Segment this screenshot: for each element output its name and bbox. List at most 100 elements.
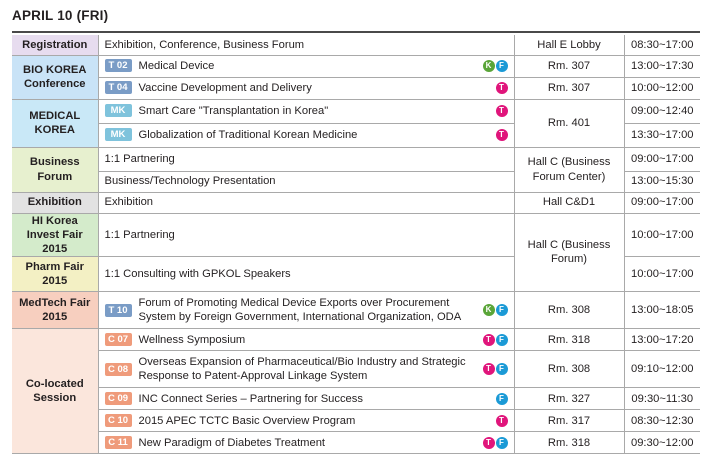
hall-cell: Rm. 317 (513, 409, 625, 433)
time-cell: 09:00~12:40 (623, 98, 700, 124)
time-cell: 08:30~12:30 (623, 409, 700, 433)
schedule-table: Registration Exhibition, Conference, Bus… (12, 35, 700, 455)
time-cell: 13:00~18:05 (623, 291, 700, 330)
session-tag: MK (104, 104, 132, 118)
session-title: Smart Care "Transplantation in Korea" (138, 104, 329, 117)
table-row: Exhibition Exhibition Hall C&D1 09:00~17… (12, 191, 700, 214)
title-rule (12, 31, 700, 33)
hall-cell: Rm. 401 (513, 98, 625, 148)
table-row: T 04 Vaccine Development and Delivery T … (12, 76, 700, 100)
t-badge-icon: T (495, 128, 508, 141)
table-row: Co-located Session C 07 Wellness Symposi… (12, 328, 700, 455)
f-badge-icon: F (495, 304, 508, 317)
time-cell: 08:30~17:00 (623, 35, 700, 56)
hall-cell: Hall C (Business Forum) (513, 212, 625, 293)
time-cell: 13:00~15:30 (623, 170, 700, 193)
hall-cell: Rm. 308 (513, 350, 625, 389)
session-tag: MK (104, 128, 132, 142)
program-cell: C 07 Wellness Symposium T F (97, 328, 515, 352)
table-row: C 08 Overseas Expansion of Pharmaceutica… (12, 350, 700, 389)
category-registration: Registration (12, 35, 99, 56)
session-title: Medical Device (138, 59, 215, 72)
time-cell: 13:00~17:20 (623, 328, 700, 352)
f-badge-icon: F (495, 436, 508, 449)
t-badge-icon: T (482, 333, 495, 346)
program-cell: T 04 Vaccine Development and Delivery T (98, 76, 515, 100)
program-cell: T 10 Forum of Promoting Medical Device E… (97, 291, 515, 330)
hall-cell: Rm. 318 (513, 431, 625, 455)
program-cell: C 09 INC Connect Series – Partnering for… (98, 387, 515, 411)
session-tag: C 11 (104, 436, 132, 450)
program-cell: 1:1 Partnering (97, 146, 515, 172)
session-title: Vaccine Development and Delivery (138, 81, 312, 94)
table-row: BIO KOREA Conference T 02 Medical Device… (12, 54, 700, 100)
t-badge-icon: T (495, 104, 508, 117)
table-row: MedTech Fair 2015 T 10 Forum of Promotin… (12, 291, 700, 330)
hall-cell: Rm. 327 (513, 387, 625, 411)
program-cell: C 10 2015 APEC TCTC Basic Overview Progr… (98, 409, 515, 433)
program-cell: MK Smart Care "Transplantation in Korea"… (97, 98, 515, 124)
table-row: C 09 INC Connect Series – Partnering for… (12, 387, 700, 411)
f-badge-icon: F (495, 392, 508, 405)
category-medtech: MedTech Fair 2015 (12, 291, 99, 330)
program-cell: C 08 Overseas Expansion of Pharmaceutica… (98, 350, 515, 389)
k-badge-icon: K (482, 59, 495, 72)
program-cell: Business/Technology Presentation (98, 170, 515, 193)
hall-cell: Hall C&D1 (513, 191, 625, 214)
table-row: MEDICAL KOREA MK Smart Care "Transplanta… (12, 98, 700, 148)
session-title: Forum of Promoting Medical Device Export… (138, 297, 462, 324)
session-title: 2015 APEC TCTC Basic Overview Program (138, 414, 356, 427)
hall-cell: Rm. 307 (513, 54, 625, 78)
program-cell: MK Globalization of Traditional Korean M… (98, 122, 515, 148)
table-row: Registration Exhibition, Conference, Bus… (12, 35, 700, 56)
session-tag: C 10 (104, 414, 132, 428)
category-hi-korea: HI Korea Invest Fair 2015 (12, 212, 99, 258)
time-cell: 09:00~17:00 (623, 146, 700, 172)
session-tag: T 04 (104, 81, 132, 95)
f-badge-icon: F (495, 59, 508, 72)
session-tag: C 08 (104, 362, 132, 376)
program-cell: 1:1 Consulting with GPKOL Speakers (97, 256, 515, 293)
time-cell: 10:00~17:00 (623, 256, 700, 293)
session-title: INC Connect Series – Partnering for Succ… (138, 392, 363, 405)
time-cell: 10:00~17:00 (623, 212, 700, 258)
time-cell: 10:00~12:00 (623, 76, 700, 100)
session-tag: C 07 (104, 333, 132, 347)
category-colocated: Co-located Session (12, 328, 99, 455)
table-row: Pharm Fair 2015 1:1 Consulting with GPKO… (12, 256, 700, 293)
t-badge-icon: T (495, 81, 508, 94)
session-tag: T 10 (104, 303, 132, 317)
time-cell: 09:00~17:00 (623, 191, 700, 214)
program-cell: Exhibition, Conference, Business Forum (97, 35, 515, 56)
session-title: Wellness Symposium (138, 333, 246, 346)
category-business-forum: Business Forum (12, 146, 99, 193)
t-badge-icon: T (482, 436, 495, 449)
time-cell: 13:00~17:30 (623, 54, 700, 78)
category-exhibition: Exhibition (12, 191, 99, 214)
session-title: Overseas Expansion of Pharmaceutical/Bio… (138, 356, 466, 383)
t-badge-icon: T (495, 414, 508, 427)
f-badge-icon: F (495, 333, 508, 346)
time-cell: 09:10~12:00 (623, 350, 700, 389)
program-cell: T 02 Medical Device K F (97, 54, 515, 78)
session-title: Globalization of Traditional Korean Medi… (138, 128, 358, 141)
session-tag: C 09 (104, 392, 132, 406)
time-cell: 09:30~12:00 (623, 431, 700, 455)
hall-cell: Rm. 308 (513, 291, 625, 330)
category-bio-korea: BIO KOREA Conference (12, 54, 99, 100)
category-pharm-fair: Pharm Fair 2015 (12, 256, 99, 293)
hall-cell: Rm. 307 (513, 76, 625, 100)
program-cell: C 11 New Paradigm of Diabetes Treatment … (98, 431, 515, 455)
f-badge-icon: F (495, 363, 508, 376)
table-row: Business Forum 1:1 Partnering Hall C (Bu… (12, 146, 700, 193)
category-medical-korea: MEDICAL KOREA (12, 98, 99, 148)
time-cell: 09:30~11:30 (623, 387, 700, 411)
t-badge-icon: T (482, 363, 495, 376)
table-row: C 10 2015 APEC TCTC Basic Overview Progr… (12, 409, 700, 433)
hall-cell: Hall E Lobby (513, 35, 625, 56)
program-cell: 1:1 Partnering (97, 212, 515, 258)
table-row: HI Korea Invest Fair 2015 1:1 Partnering… (12, 212, 700, 293)
hall-cell: Hall C (Business Forum Center) (513, 146, 625, 193)
program-cell: Exhibition (97, 191, 515, 214)
